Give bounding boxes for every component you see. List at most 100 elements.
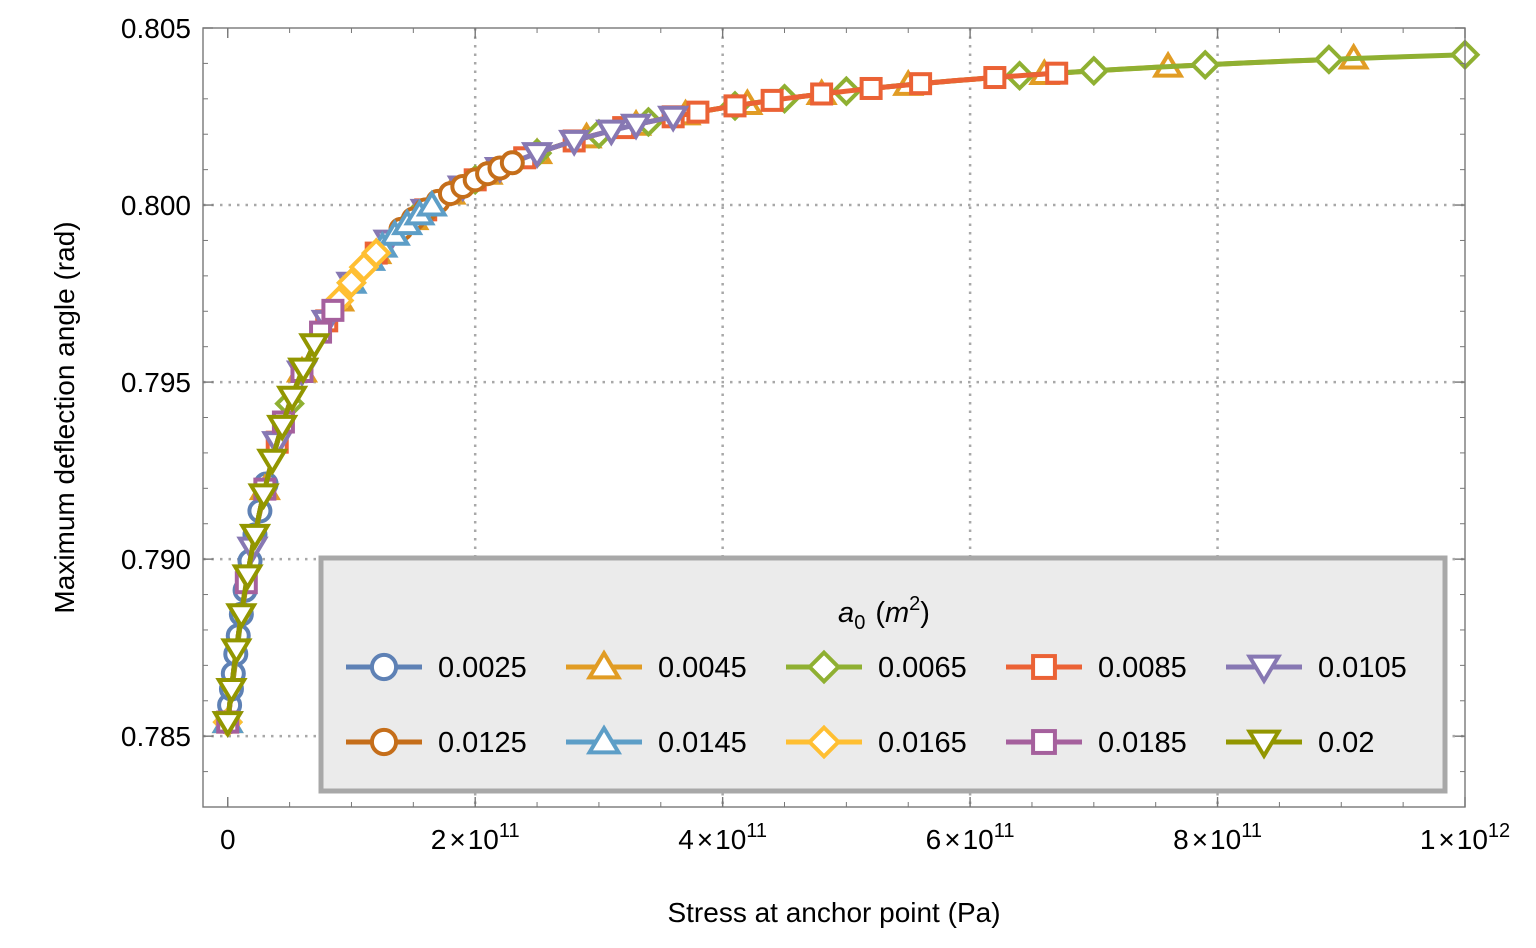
data-marker — [225, 603, 258, 631]
legend-label: 0.0065 — [878, 652, 967, 684]
legend-item-0.0165: 0.0165 — [786, 724, 967, 760]
legend-title: a0 (m2) — [838, 593, 930, 634]
data-marker — [619, 113, 653, 141]
legend-label: 0.0025 — [438, 652, 527, 684]
data-marker — [360, 237, 392, 269]
legend-label: 0.0145 — [658, 727, 747, 759]
x-tick-times: × — [1192, 824, 1208, 855]
legend-title-open: ( — [875, 597, 885, 629]
x-tick-ten: 10 — [1457, 824, 1488, 855]
x-tick-ten: 10 — [715, 824, 746, 855]
data-marker — [806, 649, 842, 685]
data-marker — [275, 385, 309, 413]
legend-item-0.0105: 0.0105 — [1226, 652, 1407, 685]
data-marker — [336, 267, 367, 299]
x-tick-exponent: 11 — [994, 820, 1015, 842]
data-marker — [369, 727, 399, 757]
x-tick-label: 4 ×1011 — [678, 820, 767, 855]
data-marker — [520, 142, 554, 170]
data-marker — [686, 100, 710, 124]
data-marker — [723, 94, 747, 118]
legend-box — [318, 555, 1448, 794]
data-marker — [1045, 61, 1069, 85]
data-marker — [585, 724, 623, 755]
data-marker — [806, 724, 842, 760]
legend-label: 0.0185 — [1098, 727, 1187, 759]
data-marker — [321, 298, 345, 322]
data-marker — [247, 483, 280, 511]
legend-title-close: ) — [920, 597, 930, 629]
legend-label: 0.0045 — [658, 652, 747, 684]
data-marker — [810, 82, 834, 106]
y-tick-label: 0.805 — [121, 13, 191, 44]
data-marker — [369, 652, 399, 682]
legend-title-sub: 0 — [854, 612, 865, 634]
x-tick-times: × — [1438, 824, 1454, 855]
data-marker — [1031, 729, 1057, 755]
data-marker — [1189, 49, 1221, 81]
legend-title-unit-exp: 2 — [909, 593, 920, 615]
legend-item-0.0185: 0.0185 — [1006, 727, 1187, 759]
x-tick-ten: 10 — [468, 824, 499, 855]
data-marker — [1245, 654, 1283, 685]
x-tick-exponent: 11 — [1241, 820, 1262, 842]
data-marker — [238, 523, 272, 551]
x-tick-label: 8 ×1011 — [1173, 820, 1262, 855]
x-tick-times: × — [944, 824, 960, 855]
data-marker — [585, 649, 623, 680]
legend-label: 0.02 — [1318, 727, 1374, 759]
data-marker — [1245, 729, 1283, 760]
x-axis-label: Stress at anchor point (Pa) — [667, 897, 1000, 928]
data-marker — [287, 357, 320, 385]
legend-item-0.0045: 0.0045 — [566, 649, 747, 684]
y-tick-label: 0.795 — [121, 367, 191, 398]
x-tick-times: × — [449, 824, 465, 855]
data-marker — [266, 414, 299, 442]
x-tick-exponent: 11 — [746, 820, 767, 842]
legend-label: 0.0165 — [878, 727, 967, 759]
data-marker — [499, 150, 525, 176]
data-marker — [415, 189, 449, 217]
x-tick-mantissa: 6 — [926, 824, 942, 855]
data-marker — [215, 677, 248, 705]
x-tick-mantissa: 1 — [1420, 824, 1436, 855]
legend-title-var: a — [838, 597, 854, 629]
series-0.02 — [211, 333, 331, 738]
legend-item-0.0025: 0.0025 — [346, 652, 527, 684]
data-marker — [1313, 44, 1345, 75]
data-marker — [211, 711, 244, 738]
data-marker — [859, 76, 883, 100]
legend-label: 0.0085 — [1098, 652, 1187, 684]
data-marker — [760, 88, 784, 112]
x-tick-exponent: 11 — [499, 820, 520, 842]
legend-items: 0.0025 0.0045 0.0065 0.0085 0.0105 0.0125 0.01… — [346, 649, 1407, 760]
y-tick-label: 0.800 — [121, 190, 191, 221]
data-marker — [220, 638, 253, 666]
data-marker — [983, 66, 1007, 90]
x-tick-ten: 10 — [1210, 824, 1241, 855]
data-marker — [256, 448, 289, 476]
x-tick-mantissa: 4 — [678, 824, 694, 855]
data-marker — [231, 564, 264, 592]
data-marker — [1078, 55, 1110, 87]
legend: a0 (m2) 0.0025 0.0045 0.0065 0.0085 0.0105 0.0… — [318, 555, 1448, 794]
data-marker — [298, 333, 331, 361]
x-tick-label: 0 — [220, 824, 236, 855]
x-tick-label: 1 ×1012 — [1420, 820, 1510, 855]
tick-layer: 0 2 ×1011 4 ×1011 6 ×1011 8 ×1011 1 ×10120.7850.79… — [121, 13, 1510, 855]
x-tick-exponent: 12 — [1488, 820, 1510, 842]
legend-title-unit: m — [885, 597, 909, 629]
y-axis-label: Maximum deflection angle (rad) — [49, 221, 80, 613]
x-tick-ten: 10 — [963, 824, 994, 855]
legend-item-0.0145: 0.0145 — [566, 724, 747, 759]
y-tick-label: 0.790 — [121, 544, 191, 575]
x-tick-label: 2 ×1011 — [431, 820, 520, 855]
x-tick-times: × — [697, 824, 713, 855]
data-marker — [595, 119, 628, 147]
legend-item-0.0085: 0.0085 — [1006, 652, 1187, 684]
data-marker — [1031, 654, 1057, 680]
x-tick-mantissa: 8 — [1173, 824, 1189, 855]
legend-item-0.02: 0.02 — [1226, 727, 1374, 760]
